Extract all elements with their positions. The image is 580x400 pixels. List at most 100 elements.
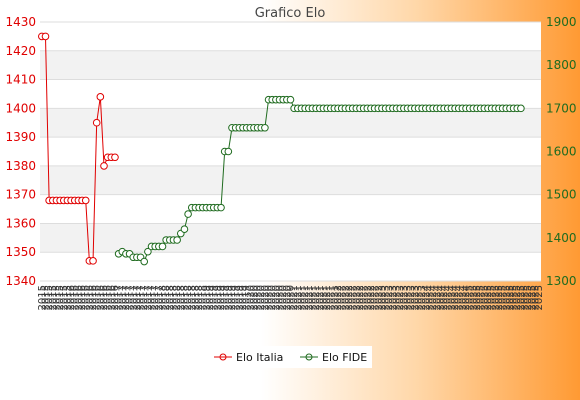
x-tick-label: 2023 (392, 285, 403, 310)
x-tick-label: 2025 (476, 285, 487, 310)
x-tick-label: 2020 (271, 285, 282, 310)
x-tick-label: 2019 (205, 285, 216, 310)
x-tick-label: 2022 (370, 285, 381, 310)
right-tick-label: 1700 (546, 101, 577, 115)
x-tick-label: 2020 (245, 285, 256, 310)
left-tick-label: 1350 (5, 245, 36, 259)
x-tick-label: 2020 (260, 285, 271, 310)
x-tick-label: 2024 (428, 285, 439, 310)
x-tick-label: 2018 (190, 285, 201, 310)
x-tick-label: 2016 (84, 285, 95, 310)
elo-fide-point (180, 225, 189, 233)
x-tick-label: 2016 (70, 285, 81, 310)
x-tick-label: 2022 (337, 285, 348, 310)
elo-italia-point (96, 93, 105, 101)
x-tick-label: 2020 (275, 285, 286, 310)
x-tick-label: 2023 (406, 285, 417, 310)
grid-band (40, 165, 541, 195)
x-tick-label: 2019 (234, 285, 245, 310)
x-tick-label: 2019 (212, 285, 223, 310)
x-tick-label: 2022 (344, 285, 355, 310)
legend-box (208, 346, 372, 368)
legend-fide-label: Elo FIDE (322, 351, 367, 364)
x-tick-label: 2025 (472, 285, 483, 310)
elo-italia-point (41, 32, 50, 41)
x-tick-label: 2021 (329, 285, 340, 310)
x-tick-label: 2022 (362, 285, 373, 310)
grid-bands (40, 50, 541, 253)
x-tick-label: 2021 (326, 285, 337, 310)
x-tick-label: 2024 (439, 285, 450, 310)
x-tick-label: 2022 (340, 285, 351, 310)
x-tick-label: 2022 (348, 285, 359, 310)
x-tick-label: 2017 (128, 285, 139, 310)
left-tick-label: 1420 (5, 44, 36, 58)
right-tick-label: 1600 (546, 145, 577, 159)
series-elo-fide (114, 95, 525, 266)
right-tick-label: 1500 (546, 188, 577, 202)
x-tick-label: 2016 (106, 285, 117, 310)
right-tick-label: 1900 (546, 15, 577, 29)
x-tick-label: 2016 (99, 285, 110, 310)
x-tick-label: 2016 (103, 285, 114, 310)
right-tick-label: 1400 (546, 231, 577, 245)
x-tick-label: 2015 (44, 285, 55, 310)
x-tick-label: 2020 (253, 285, 264, 310)
x-tick-label: 2021 (300, 285, 311, 310)
x-tick-label: 2021 (293, 285, 304, 310)
elo-fide-point (184, 210, 192, 218)
x-tick-label: 2019 (242, 285, 253, 310)
x-tick-label: 2017 (121, 285, 132, 310)
right-axis-ticks: 1300 1400 1500 1600 1700 1800 1900 (546, 15, 577, 288)
x-tick-label: 2024 (461, 285, 472, 310)
x-tick-label: 2015 (48, 285, 59, 310)
legend: Elo Italia Elo FIDE (208, 346, 372, 368)
x-tick-label: 2020 (267, 285, 278, 310)
x-tick-label: 2018 (168, 285, 179, 310)
x-tick-label: 2023 (381, 285, 392, 310)
right-tick-label: 1300 (546, 274, 577, 288)
grid-band (40, 108, 541, 138)
elo-fide-point (140, 257, 149, 266)
x-tick-label: 2019 (223, 285, 234, 310)
x-tick-label: 2017 (143, 285, 154, 310)
x-tick-label: 2024 (450, 285, 461, 310)
x-tick-label: 2021 (289, 285, 300, 310)
elo-fide-point (261, 123, 269, 132)
left-tick-label: 1370 (5, 188, 36, 202)
x-tick-label: 2016 (88, 285, 99, 310)
x-tick-label: 2015 (55, 285, 66, 310)
x-tick-label: 2024 (421, 285, 432, 310)
x-tick-label: 2025 (512, 285, 523, 310)
x-tick-label: 2019 (209, 285, 220, 310)
left-axis-ticks: 1340 1350 1360 1370 1380 1390 1400 1410 1420 1430 (5, 15, 36, 288)
x-tick-label: 2019 (220, 285, 231, 310)
elo-fide-point (217, 203, 225, 212)
left-tick-label: 1390 (5, 130, 36, 144)
x-tick-label: 2021 (296, 285, 307, 310)
x-tick-label: 2025 (468, 285, 479, 310)
x-tick-label: 2025 (465, 285, 476, 310)
x-tick-label: 2020 (264, 285, 275, 310)
x-tick-label: 2017 (147, 285, 158, 310)
x-tick-label: 2023 (417, 285, 428, 310)
x-tick-label: 2023 (403, 285, 414, 310)
x-tick-label: 2025 (523, 285, 534, 310)
legend-italia-label: Elo Italia (236, 351, 283, 364)
elo-italia-point (92, 118, 101, 127)
x-tick-label: 2022 (333, 285, 344, 310)
x-tick-label: 2017 (154, 285, 165, 310)
x-tick-label: 2025 (494, 285, 505, 310)
x-tick-label: 2017 (114, 285, 125, 310)
x-axis-ticks: 2015201520152015201520152015201520162016… (37, 285, 545, 310)
x-tick-label: 2017 (132, 285, 143, 310)
right-tick-label: 1800 (546, 58, 577, 72)
x-tick-label: 2016 (66, 285, 77, 310)
left-tick-label: 1430 (5, 15, 36, 29)
x-tick-label: 2022 (355, 285, 366, 310)
x-tick-label: 2018 (165, 285, 176, 310)
x-tick-label: 2020 (278, 285, 289, 310)
x-tick-label: 2025 (505, 285, 516, 310)
x-tick-label: 2018 (187, 285, 198, 310)
